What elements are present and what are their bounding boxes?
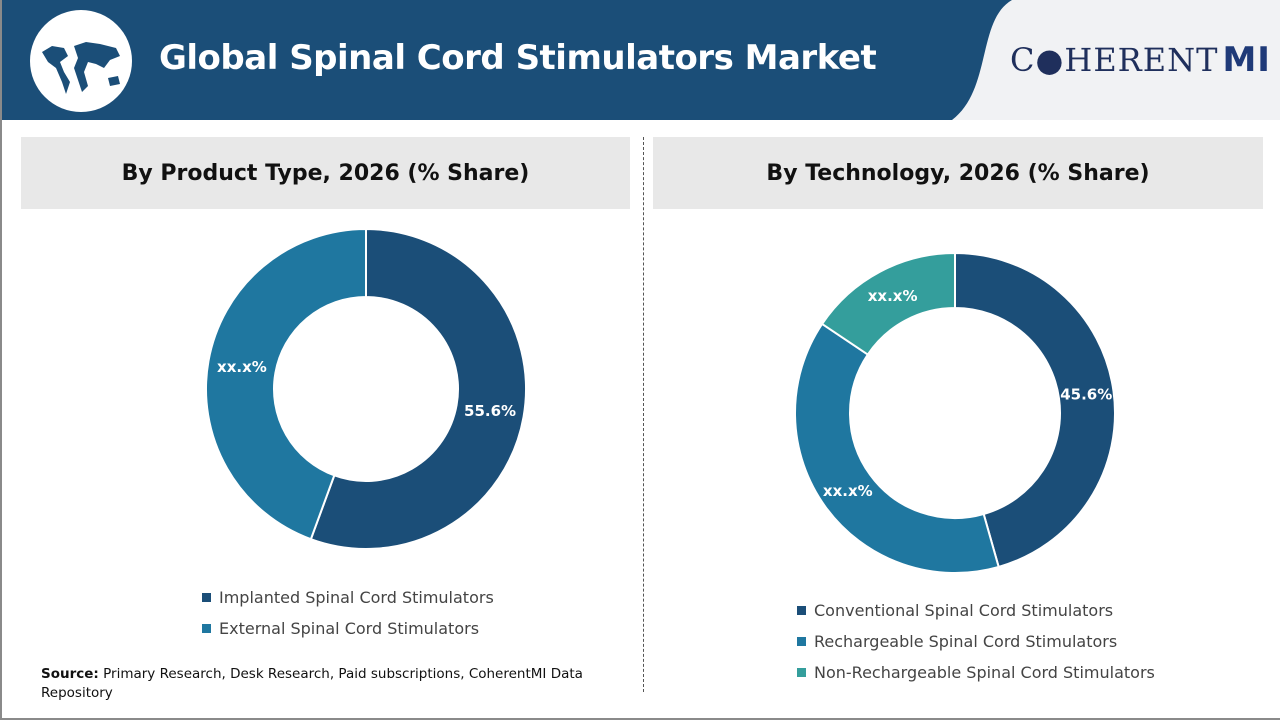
legend-label: Rechargeable Spinal Cord Stimulators	[814, 632, 1118, 651]
legend-swatch	[797, 668, 806, 677]
page-title: Global Spinal Cord Stimulators Market	[159, 38, 877, 78]
chart-2-slice-2	[794, 322, 1000, 574]
chart-1-legend: Implanted Spinal Cord Stimulators Externa…	[202, 582, 494, 644]
legend-label: Conventional Spinal Cord Stimulators	[814, 601, 1114, 620]
legend-item: External Spinal Cord Stimulators	[202, 613, 494, 644]
header-band	[2, 0, 1280, 120]
chart-1-slice-1	[309, 227, 527, 550]
chart-1-slice-2	[205, 227, 367, 541]
legend-swatch	[797, 637, 806, 646]
legend-item: Conventional Spinal Cord Stimulators	[797, 595, 1155, 626]
chart-1-title: By Product Type, 2026 (% Share)	[21, 137, 630, 209]
legend-item: Non-Rechargeable Spinal Cord Stimulators	[797, 657, 1155, 688]
chart-1-data-label-1: 55.6%	[464, 402, 516, 420]
chart-2-slice-1	[954, 251, 1116, 569]
chart-2-data-label-2: xx.x%	[823, 482, 873, 500]
chart-2-title: By Technology, 2026 (% Share)	[653, 137, 1263, 209]
globe-icon	[30, 10, 132, 112]
legend-label: Implanted Spinal Cord Stimulators	[219, 588, 494, 607]
coherentmi-logo: C●HERENT MI	[1010, 40, 1271, 80]
source-text: Primary Research, Desk Research, Paid su…	[41, 666, 583, 701]
legend-label: External Spinal Cord Stimulators	[219, 619, 480, 638]
chart-1-data-label-2: xx.x%	[217, 358, 267, 376]
legend-item: Rechargeable Spinal Cord Stimulators	[797, 626, 1155, 657]
panel-divider	[643, 137, 644, 692]
logo-main-text: C●HERENT	[1010, 41, 1219, 79]
legend-label: Non-Rechargeable Spinal Cord Stimulators	[814, 663, 1155, 682]
legend-item: Implanted Spinal Cord Stimulators	[202, 582, 494, 613]
legend-swatch	[202, 624, 211, 633]
chart-2-data-label-1: 45.6%	[1060, 386, 1112, 404]
chart-2-data-label-3: xx.x%	[868, 287, 918, 305]
logo-accent-text: MI	[1222, 40, 1271, 80]
source-note: Source: Primary Research, Desk Research,…	[41, 665, 601, 703]
legend-swatch	[202, 593, 211, 602]
legend-swatch	[797, 606, 806, 615]
source-label: Source:	[41, 666, 99, 682]
chart-2-slice-3	[820, 251, 956, 356]
chart-2-legend: Conventional Spinal Cord Stimulators Rech…	[797, 595, 1155, 688]
